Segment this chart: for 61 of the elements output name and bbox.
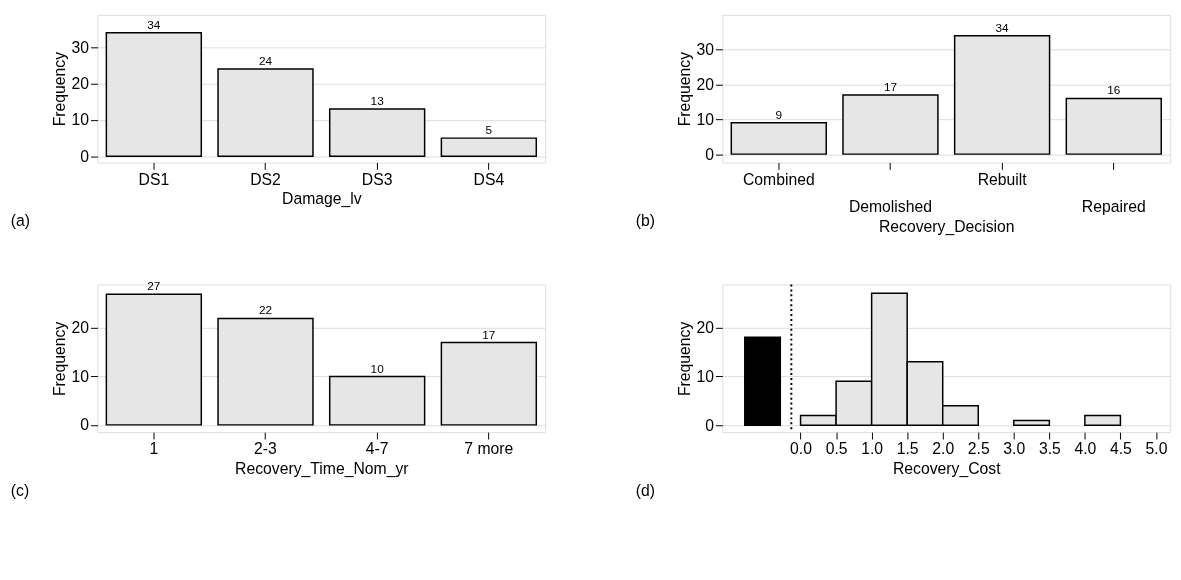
data-label: 34	[147, 17, 161, 32]
data-label: 24	[258, 54, 273, 69]
data-label: 17	[883, 80, 897, 94]
x-tick-label: 4-7	[365, 440, 389, 458]
data-label: 17	[482, 327, 496, 342]
text: (a)	[10, 212, 31, 230]
x-tick-label: Repaired	[1081, 198, 1146, 216]
y-tick-label: 10	[71, 367, 90, 385]
x-axis-title: Recovery_Decision	[878, 217, 1015, 236]
y-tick-label: 30	[71, 38, 90, 56]
x-tick-label: DS4	[473, 170, 505, 188]
y-tick-label: 0	[705, 145, 715, 163]
x-tick-label: DS2	[250, 170, 281, 188]
data-label: 34	[995, 20, 1010, 35]
y-axis-title: Frequency	[675, 51, 693, 127]
x-tick-label: 1.0	[861, 440, 884, 458]
y-tick-label: 10	[71, 111, 90, 129]
y-tick-label: 30	[696, 41, 715, 59]
x-tick-label: DS1	[138, 170, 170, 188]
x-tick-label: Demolished	[848, 198, 932, 216]
x-tick-label: Rebuilt	[977, 170, 1028, 188]
x-tick-label: DS3	[361, 170, 393, 188]
x-tick-label: 4.5	[1109, 440, 1133, 458]
y-tick-label: 0	[80, 416, 90, 434]
data-label: 10	[370, 361, 385, 376]
x-tick-label: 1	[149, 440, 159, 458]
x-tick-label: Combined	[742, 170, 815, 188]
data-label: 16	[1107, 83, 1121, 98]
y-tick-label: 20	[71, 319, 90, 337]
data-label: 22	[258, 303, 273, 318]
text: (b)	[635, 212, 656, 230]
y-tick-label: 10	[696, 110, 715, 128]
x-tick-label: 7 more	[464, 440, 514, 458]
x-tick-label: 0.5	[825, 440, 848, 458]
y-tick-label: 20	[696, 75, 715, 93]
y-tick-label: 20	[696, 318, 715, 336]
y-tick-label: 0	[80, 147, 90, 165]
text: (d)	[635, 482, 656, 500]
x-axis-title: Recovery_Time_Nom_yr	[235, 459, 409, 478]
y-axis-title: Frequency	[50, 321, 68, 396]
x-tick-label: 5.0	[1145, 440, 1168, 458]
y-tick-label: 10	[696, 367, 715, 385]
x-tick-label: 1.5	[896, 440, 919, 458]
data-label: 9	[775, 107, 783, 122]
text: (c)	[10, 482, 30, 500]
x-tick-label: 2.0	[932, 440, 955, 458]
x-axis-title: Damage_lv	[282, 190, 362, 209]
data-label: 27	[147, 279, 161, 294]
data-label: 13	[370, 94, 385, 109]
x-tick-label: 3.5	[1038, 440, 1062, 458]
x-tick-label: 3.0	[1003, 440, 1026, 458]
x-tick-label: 0.0	[790, 440, 813, 458]
x-axis-title: Recovery_Cost	[892, 459, 1002, 478]
y-axis-title: Frequency	[675, 321, 693, 396]
y-tick-label: 0	[705, 416, 715, 434]
x-tick-label: 2-3	[254, 440, 278, 458]
x-tick-label: 2.5	[967, 440, 990, 458]
y-tick-label: 20	[71, 74, 90, 92]
x-tick-label: 4.0	[1074, 440, 1097, 458]
data-label: 5	[485, 123, 493, 138]
y-axis-title: Frequency	[50, 51, 68, 127]
